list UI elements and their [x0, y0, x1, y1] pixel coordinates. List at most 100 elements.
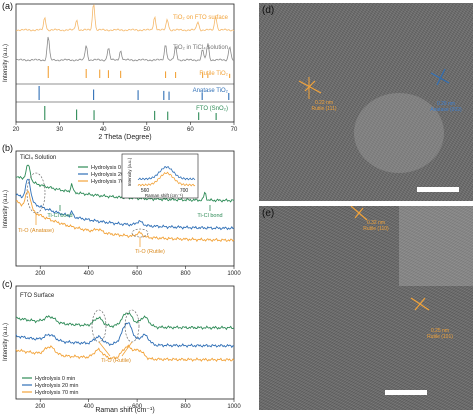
raman-c-rutile-arrow-1 — [98, 341, 111, 357]
raman-b-anatase-highlight — [26, 172, 46, 214]
raman-c-frame — [15, 285, 235, 400]
xrd-ylabel: Intensity (a.u.) — [3, 44, 9, 82]
legend-anatase: Anatase TiO₂ — [193, 88, 229, 94]
raman-b-inset-ylabel: Intensity (a.u.) — [127, 157, 132, 186]
panel-e-label: (e) — [262, 208, 275, 219]
xrd-fto-sticks — [44, 106, 217, 120]
raman-b-inset-series-20min — [137, 166, 196, 181]
raman-b-frame — [15, 150, 235, 267]
tem-e-texture — [259, 206, 473, 410]
tem-d-lattice-left: 0.22 nm Rutile (111) — [299, 100, 349, 112]
raman-c-xticks: 200 400 600 800 1000 — [35, 399, 241, 410]
raman-xtick-label: 400 — [84, 404, 95, 410]
raman-c-series-70min — [15, 344, 235, 362]
tem-d-amorphous-region — [354, 93, 444, 173]
tem-d-scale-bar — [417, 187, 459, 192]
xrd-chart: TiO₂ on FTO surface TiO₂ in TiCl₄ soluti… — [3, 3, 238, 141]
panel-a-label: (a) — [2, 1, 13, 11]
raman-b-ylabel: Intensity (a.u.) — [3, 190, 9, 228]
raman-xtick-label: 800 — [181, 271, 192, 277]
panel-d-label: (d) — [262, 5, 275, 16]
raman-b-xticks: 200 400 600 800 1000 — [35, 266, 241, 277]
legend-fto-surface: TiO₂ on FTO surface — [173, 15, 229, 21]
raman-xtick-label: 800 — [181, 404, 192, 410]
raman-b-inset-frame — [121, 153, 199, 199]
raman-b-inset-tick: 700 — [180, 188, 189, 194]
panel-c: (c) FTO Surface Ti-O (Rutile) Hydrolysis… — [0, 278, 245, 415]
raman-c-rutile-label: Ti-O (Rutile) — [101, 358, 131, 364]
tem-d-markers — [298, 68, 450, 99]
panel-b-label: (b) — [2, 143, 13, 153]
legend-label: Hydrolysis 0 min — [35, 376, 75, 382]
xrd-xlabel: 2 Theta (Degree) — [98, 134, 151, 141]
tem-e-lattice-bottom-value: 0.25 nm — [430, 328, 450, 334]
raman-xtick-label: 200 — [35, 404, 46, 410]
raman-xtick-label: 600 — [132, 404, 143, 410]
raman-b-series-70min — [15, 190, 235, 243]
tem-d-lattice-right-name: Anatase (002) — [430, 107, 462, 113]
tem-d-lattice-right-value: 0.26 nm — [436, 101, 456, 107]
xrd-xtick-label: 60 — [187, 127, 194, 133]
tem-e-lattice-top-name: Rutile (110) — [363, 226, 389, 232]
xrd-plot-frame — [15, 3, 235, 123]
raman-xtick-label: 400 — [84, 271, 95, 277]
tem-e-markers — [350, 206, 430, 311]
tem-e-lattice-top-value: 0.32 nm — [366, 220, 386, 226]
raman-b-rutile-label: Ti-O (Rutile) — [135, 249, 165, 255]
tem-d-lattice-left-name: Rutile (111) — [311, 106, 337, 112]
xrd-anatase-sticks — [38, 86, 230, 100]
raman-c-rutile-highlight-2 — [124, 309, 140, 343]
legend-label: Hydrolysis 70 min — [91, 179, 134, 185]
tem-e-lattice-bottom-name: Rutile (101) — [427, 334, 453, 340]
tem-image-d: (d) 0.22 nm Rutile (111) 0.26 nm Anatase… — [259, 3, 473, 201]
raman-c-xlabel: Raman shift (cm⁻¹) — [95, 407, 154, 414]
xrd-series-ticl4-solution — [15, 36, 235, 62]
raman-c-series-0min — [15, 311, 235, 331]
raman-b-inset-series-70min — [137, 171, 196, 187]
raman-xtick-label: 200 — [35, 271, 46, 277]
legend-label: Hydrolysis 70 min — [35, 390, 78, 396]
xrd-xtick-label: 30 — [56, 127, 63, 133]
tem-d-lattice-right: 0.26 nm Anatase (002) — [421, 101, 471, 113]
raman-b-rutile-highlight — [131, 228, 149, 238]
panel-c-label: (c) — [2, 279, 13, 289]
raman-solution-chart: TiCl₄ Solution Ti-Cl bond Ti-Cl bond Ti-… — [3, 150, 241, 277]
raman-xtick-label: 600 — [132, 271, 143, 277]
raman-b-title: TiCl₄ Solution — [20, 155, 56, 161]
tem-e-bright-region — [399, 206, 473, 286]
raman-fto-chart: FTO Surface Ti-O (Rutile) Hydrolysis 0 m… — [3, 285, 241, 414]
legend-label: Hydrolysis 20 min — [91, 172, 134, 178]
raman-b-ticl-left-label: Ti-Cl bond — [47, 213, 72, 219]
xrd-rutile-sticks — [47, 66, 231, 78]
raman-c-series-20min — [15, 322, 235, 349]
legend-fto: FTO (SnO₂) — [196, 106, 228, 112]
panel-b: (b) TiCl₄ Solution Ti-Cl bond Ti-Cl bond… — [0, 141, 245, 281]
raman-c-title: FTO Surface — [20, 293, 55, 299]
legend-ticl4-solution: TiO₂ in TiCl₄ solution — [173, 45, 228, 51]
raman-b-series-20min — [15, 178, 235, 231]
raman-c-rutile-arrow-2 — [121, 341, 133, 357]
legend-label: Hydrolysis 0 min — [91, 165, 131, 171]
raman-b-inset-xlabel: Raman shift (cm⁻¹) — [145, 193, 184, 198]
raman-b-inset-tick: 560 — [141, 188, 150, 194]
tem-e-scale-bar — [385, 390, 427, 395]
xrd-series-fto-surface — [15, 3, 235, 32]
tem-d-texture — [259, 3, 473, 201]
xrd-xtick-label: 20 — [13, 127, 20, 133]
raman-xtick-label: 1000 — [227, 271, 241, 277]
raman-b-anatase-label: Ti-O (Anatase) — [18, 228, 54, 234]
xrd-xtick-label: 40 — [100, 127, 107, 133]
raman-c-rutile-highlight-1 — [91, 309, 107, 343]
tem-image-e: (e) 0.32 nm Rutile (110) 0.25 nm Rutile … — [259, 206, 473, 410]
raman-c-ylabel: Intensity (a.u.) — [3, 323, 9, 361]
panel-a: (a) TiO₂ on FTO surface TiO₂ in TiCl₄ so… — [0, 0, 245, 142]
legend-rutile: Rutile TiO₂ — [199, 71, 228, 77]
raman-xtick-label: 1000 — [227, 404, 241, 410]
xrd-xticks: 20 30 40 50 60 70 — [13, 122, 238, 133]
legend-label: Hydrolysis 20 min — [35, 383, 78, 389]
raman-b-ticl-right-label: Ti-Cl bond — [197, 213, 222, 219]
tem-e-lattice-bottom: 0.25 nm Rutile (101) — [415, 328, 465, 340]
xrd-xtick-label: 50 — [143, 127, 150, 133]
